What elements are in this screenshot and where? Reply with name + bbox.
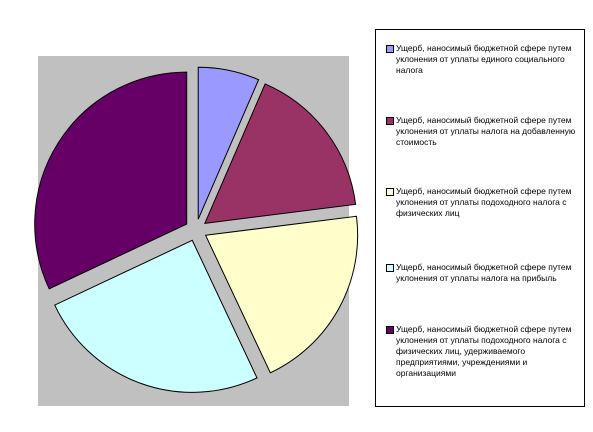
legend: Ущерб, наносимый бюджетной сфере путем у… xyxy=(375,29,585,407)
pie-slice xyxy=(204,215,359,374)
legend-swatch xyxy=(386,188,394,196)
legend-swatch xyxy=(386,117,394,125)
legend-swatch xyxy=(386,264,394,272)
pie-slice xyxy=(197,66,260,220)
legend-label: Ущерб, наносимый бюджетной сфере путем у… xyxy=(396,43,572,75)
pie-slice xyxy=(34,71,188,290)
legend-label: Ущерб, наносимый бюджетной сфере путем у… xyxy=(396,186,572,218)
pie-slice xyxy=(203,83,357,225)
legend-label: Ущерб, наносимый бюджетной сфере путем у… xyxy=(396,324,572,378)
legend-label: Ущерб, наносимый бюджетной сфере путем у… xyxy=(396,115,576,147)
legend-swatch xyxy=(386,326,394,334)
legend-label: Ущерб, наносимый бюджетной сфере путем у… xyxy=(396,262,572,283)
pie-slice xyxy=(54,239,258,393)
legend-swatch xyxy=(386,45,394,53)
